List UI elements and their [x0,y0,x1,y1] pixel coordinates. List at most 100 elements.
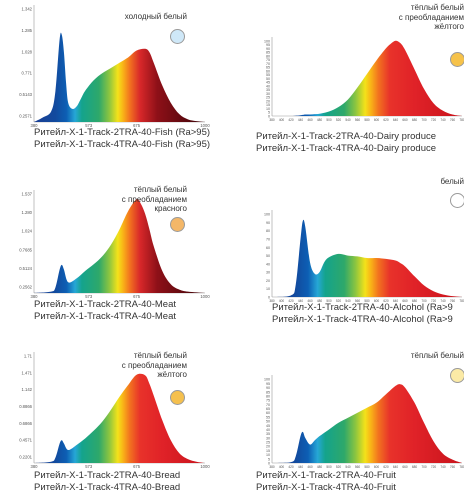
caption-line: Ритейл-X-1-Track-2TRA-40-Fruit [256,470,396,481]
spectrum-area [34,373,205,463]
x-tick-label: 760 [450,465,456,469]
y-tick-label: 30 [266,92,270,96]
spectrum-panel-fruit: 100 95 90 85 80 75 70 65 60 55 50 45 40 35 30 25 20 15 10 5… [232,330,464,495]
chart-caption: Ритейл-X-1-Track-2TRA-40-Dairy produce Р… [256,131,436,155]
color-name-label: тёплый белый с преобладанием жёлтого [122,351,187,380]
y-tick-label: 15 [266,449,270,453]
y-tick-label: 95 [266,382,270,386]
y-tick-label: 0.5143 [19,92,32,97]
color-name-line: жёлтого [157,370,187,379]
y-tick-label: 1.142 [22,387,33,392]
spectrum-chart: 1.342 1.285 1.028 0.771 0.5143 0.2571 380 573 67… [19,5,210,128]
x-tick-label: 540 [345,299,351,303]
y-tick-label: 75 [266,399,270,403]
y-tick-label: 0.2571 [19,114,32,119]
color-name-line: тёплый белый [133,351,187,360]
y-tick-label: 65 [266,66,270,70]
x-tick-label: 720 [431,299,437,303]
y-tick-label: 90 [266,221,270,225]
y-tick-label: 0.7685 [19,247,32,252]
x-tick-label: 380 [269,299,275,303]
y-tick-label: 35 [266,88,270,92]
color-name-label: белый [440,177,464,187]
color-swatch [450,52,464,67]
x-tick-label: 420 [288,465,294,469]
caption-line: Ритейл-X-1-Track-4TRA-40-Fish (Ra>95) [34,139,211,150]
y-tick-label: 0 [268,115,270,119]
spectrum-area [34,32,205,122]
y-tick-label: 20 [266,445,270,449]
x-tick-label: 720 [431,465,437,469]
y-tick-label: 80 [266,229,270,233]
x-tick-label: 640 [393,465,399,469]
color-name-line: с преобладанием [398,12,464,22]
x-tick-label: 480 [317,118,323,122]
x-tick-label: 740 [440,118,446,122]
y-tick-label: 30 [266,436,270,440]
y-tick-label: 1.71 [24,354,33,359]
x-tick-label: 520 [336,465,342,469]
x-tick-label: 580 [364,118,370,122]
y-tick-label: 55 [266,73,270,77]
y-tick-label: 0.2562 [19,285,32,290]
x-tick-label: 660 [402,118,408,122]
y-tick-label: 85 [266,51,270,55]
y-tick-label: 75 [266,58,270,62]
x-tick-label: 1000 [200,123,210,128]
y-tick-label: 10 [266,107,270,111]
x-tick-label: 780 [459,299,464,303]
x-tick-label: 400 [279,465,285,469]
spectrum-area [34,198,205,293]
y-tick-label: 100 [264,39,270,43]
x-tick-label: 400 [279,118,285,122]
y-tick-label: 0 [268,296,270,300]
x-tick-label: 680 [412,299,418,303]
y-tick-label: 25 [266,441,270,445]
x-tick-label: 460 [307,118,313,122]
x-tick-label: 660 [402,465,408,469]
color-name-label: тёплый белый с преобладанием красного [122,185,187,214]
spectrum-area [272,384,462,463]
x-tick-label: 440 [298,465,304,469]
y-tick-label: 1.285 [22,28,33,33]
caption-line: Ритейл-X-1-Track-2TRA-40-Dairy produce [256,131,437,142]
x-tick-label: 573 [85,123,93,128]
spectrum-chart: 1.71 1.471 1.142 0.8866 0.6866 0.4571 0.2201 38… [19,352,210,469]
chart-caption: Ритейл-X-1-Track-2TRA-40-Meat Ритейл-X-1… [34,299,176,323]
spectrum-panel-fish: 1.342 1.285 1.028 0.771 0.5143 0.2571 380 573 67… [0,0,232,165]
y-tick-label: 70 [266,62,270,66]
y-tick-label: 1.028 [22,49,33,54]
x-tick-label: 680 [412,118,418,122]
spectrum-chart: 1009590858075706560555045403530252015105… [264,37,464,122]
y-tick-label: 10 [266,287,270,291]
y-tick-label: 90 [266,386,270,390]
y-tick-label: 50 [266,420,270,424]
x-tick-label: 560 [355,118,361,122]
spectrum-chart: 1.537 1.280 1.024 0.7685 0.5124 0.2562 380 573 6… [19,190,210,299]
color-name-line: жёлтого [434,22,464,31]
x-tick-label: 380 [31,294,39,299]
x-tick-label: 720 [431,118,437,122]
spectrum-area [272,219,462,297]
color-swatch [450,368,464,383]
y-tick-label: 0.771 [22,71,33,76]
y-tick-label: 60 [266,411,270,415]
spectrum-panel-meat: 1.537 1.280 1.024 0.7685 0.5124 0.2562 380 573 6… [0,165,232,330]
chart-caption: Ритейл-X-1-Track-2TRA-40-Bread Ритейл-X-… [34,470,180,494]
x-tick-label: 440 [298,299,304,303]
y-tick-label: 30 [266,271,270,275]
y-tick-label: 100 [264,378,270,382]
y-tick-label: 50 [266,254,270,258]
x-tick-label: 675 [133,123,141,128]
caption-line: Ритейл-X-1-Track-2TRA-40-Bread [34,470,181,481]
y-tick-label: 1.537 [22,192,33,197]
y-tick-label: 70 [266,238,270,242]
x-tick-label: 540 [345,465,351,469]
x-tick-label: 580 [364,299,370,303]
x-tick-label: 740 [440,299,446,303]
x-tick-label: 700 [421,118,427,122]
y-tick-label: 50 [266,77,270,81]
y-tick-label: 1.024 [22,229,33,234]
x-tick-label: 760 [450,299,456,303]
x-tick-label: 480 [317,299,323,303]
